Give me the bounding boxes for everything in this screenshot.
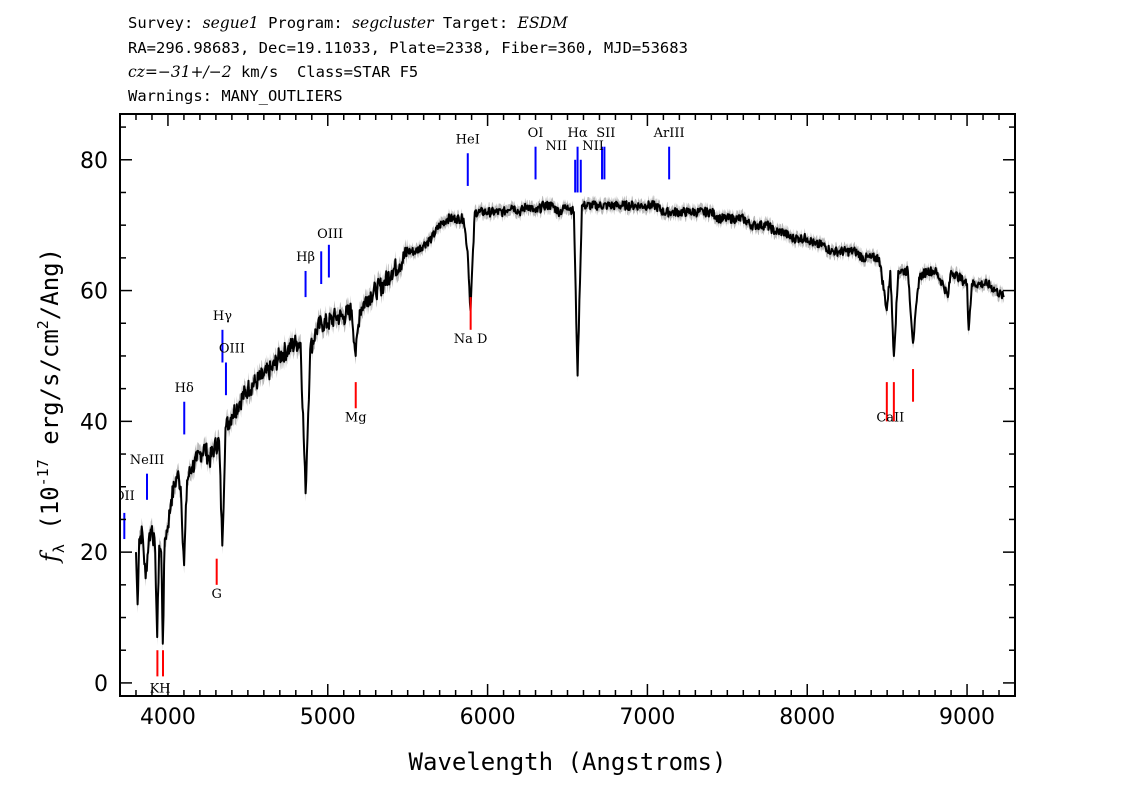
line-label-5: Hβ bbox=[296, 250, 315, 265]
spectrum-line bbox=[135, 200, 1005, 645]
line-label-1: NeIII bbox=[130, 453, 164, 468]
header-line-4: Warnings: MANY_OUTLIERS bbox=[128, 87, 343, 105]
line-label-8: OI bbox=[528, 126, 544, 141]
y-tick-label-40: 40 bbox=[80, 410, 108, 435]
line-label-2: Hδ bbox=[175, 381, 194, 396]
x-tick-label-9000: 9000 bbox=[939, 705, 995, 730]
x-axis-label: Wavelength (Angstroms) bbox=[409, 748, 727, 776]
x-tick-label-5000: 5000 bbox=[300, 705, 356, 730]
y-axis-label: fλ (10-17 erg/s/cm2/Ang) bbox=[34, 248, 68, 564]
ylabel-sq: 2 bbox=[34, 320, 52, 329]
ylabel-part1: (10 bbox=[36, 486, 64, 544]
line-label-12: SII bbox=[596, 126, 615, 141]
line-label-15: G bbox=[211, 587, 221, 602]
y-tick-label-20: 20 bbox=[80, 541, 108, 566]
line-label-17: Na D bbox=[454, 332, 488, 347]
line-label-10: Hα bbox=[568, 126, 588, 141]
target-key: Target: bbox=[433, 14, 518, 32]
ylabel-part2: erg/s/cm bbox=[36, 329, 64, 459]
line-label-3: Hγ bbox=[213, 309, 232, 324]
survey-key: Survey: bbox=[128, 14, 203, 32]
program-value: segcluster bbox=[352, 14, 434, 32]
header-line-3: cz=−31+/−2 km/s Class=STAR F5 bbox=[128, 61, 418, 83]
class-text: km/s Class=STAR F5 bbox=[231, 63, 419, 81]
line-label-7: HeI bbox=[456, 132, 480, 147]
x-tick-label-4000: 4000 bbox=[140, 705, 196, 730]
target-value: ESDM bbox=[517, 14, 568, 32]
y-tick-label-0: 0 bbox=[94, 672, 108, 697]
error-band bbox=[136, 195, 1004, 653]
cz-value: =−31+/−2 bbox=[144, 63, 232, 81]
line-label-6: OIII bbox=[317, 227, 343, 242]
header-line-1: Survey: segue1 Program: segcluster Targe… bbox=[128, 12, 568, 34]
line-label-4: OIII bbox=[219, 342, 245, 357]
ylabel-sub: λ bbox=[50, 544, 68, 553]
ylabel-exp: -17 bbox=[34, 459, 52, 486]
line-label-11: NII bbox=[582, 139, 604, 154]
survey-value: segue1 bbox=[202, 14, 259, 32]
line-label-0: OII bbox=[114, 489, 135, 504]
line-label-18: CaII bbox=[876, 410, 904, 425]
line-label-9: NII bbox=[545, 139, 567, 154]
axes: 4000 5000 6000 7000 8000 9000 0 20 40 60 80 Wavelen… bbox=[34, 114, 1016, 776]
line-label-16: Mg bbox=[345, 410, 367, 425]
x-tick-label-8000: 8000 bbox=[779, 705, 835, 730]
cz-key: cz bbox=[128, 63, 145, 81]
x-tick-label-7000: 7000 bbox=[619, 705, 675, 730]
header-line-2: RA=296.98683, Dec=19.11033, Plate=2338, … bbox=[128, 39, 688, 57]
program-key: Program: bbox=[258, 14, 353, 32]
x-tick-label-6000: 6000 bbox=[460, 705, 516, 730]
y-tick-label-60: 60 bbox=[80, 280, 108, 305]
line-label-14: KH bbox=[150, 682, 171, 697]
line-label-13: ArIII bbox=[653, 126, 685, 141]
ylabel-part3: /Ang) bbox=[36, 248, 64, 320]
y-tick-label-80: 80 bbox=[80, 149, 108, 174]
